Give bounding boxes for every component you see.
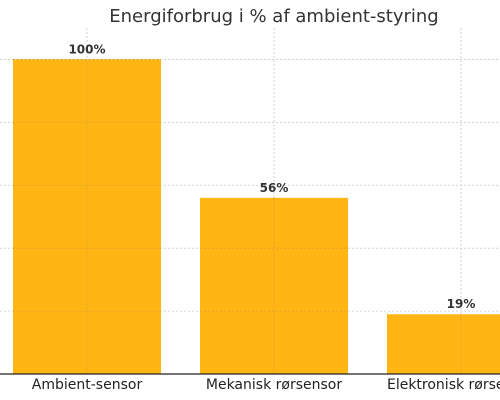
bar-value-label-1: 56% — [260, 181, 289, 195]
labels-layer: Ambient-sensor Mekanisk rørsensor Elektron… — [32, 42, 500, 393]
bar-value-label-0: 100% — [68, 42, 105, 56]
bars-layer — [13, 59, 500, 375]
x-tick-label-1: Mekanisk rørsensor — [206, 377, 342, 393]
chart-title: Energiforbrug i % af ambient-styring — [109, 6, 438, 27]
x-tick-label-2: Elektronisk rørsensor — [387, 377, 500, 393]
x-tick-label-0: Ambient-sensor — [32, 377, 143, 393]
bar-2 — [387, 314, 500, 374]
bar-value-label-2: 19% — [447, 297, 476, 311]
